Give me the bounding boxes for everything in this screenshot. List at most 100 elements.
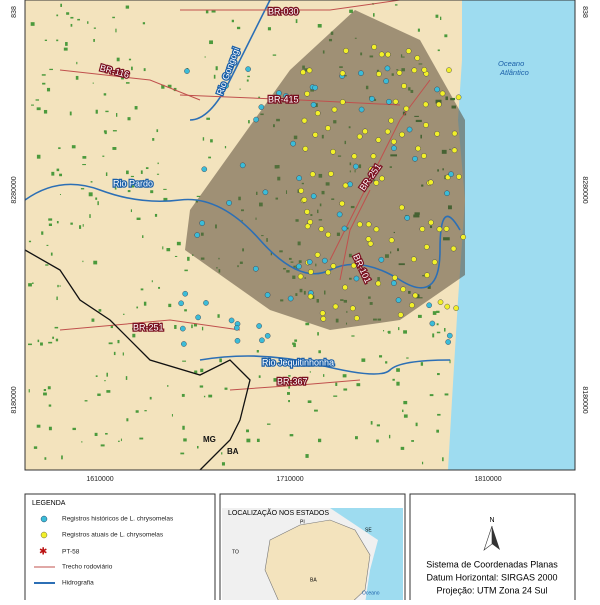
forest-patch <box>116 113 118 117</box>
current-record <box>309 171 316 178</box>
forest-patch <box>435 14 439 18</box>
forest-patch <box>82 156 87 159</box>
forest-patch <box>184 269 188 272</box>
forest-patch <box>420 362 424 366</box>
current-record <box>451 130 458 137</box>
forest-patch <box>105 432 108 435</box>
historic-record <box>264 292 271 298</box>
current-record <box>375 137 382 143</box>
forest-patch <box>30 22 35 26</box>
current-record <box>328 171 334 177</box>
forest-patch <box>110 325 113 329</box>
historic-record <box>226 200 232 206</box>
historic-record <box>234 337 241 344</box>
inset-label: Oceano <box>362 590 380 596</box>
historic-record <box>446 332 453 339</box>
forest-patch <box>48 426 52 431</box>
forest-patch <box>258 375 261 378</box>
forest-patch <box>132 327 134 330</box>
forest-patch <box>162 246 164 250</box>
forest-patch <box>206 117 210 120</box>
forest-patch <box>317 24 322 28</box>
current-record <box>397 312 404 318</box>
forest-patch <box>82 164 86 166</box>
current-record <box>379 175 385 182</box>
forest-patch <box>166 248 171 252</box>
forest-patch <box>49 68 53 71</box>
forest-patch <box>403 414 408 418</box>
forest-patch <box>140 288 144 291</box>
historic-record <box>358 106 365 113</box>
forest-patch <box>379 355 383 358</box>
historic-record <box>448 171 454 177</box>
road-label: BR-251 <box>133 322 164 332</box>
coord-label: 1810000 <box>474 476 501 483</box>
forest-patch <box>142 22 146 25</box>
forest-patch <box>191 324 193 329</box>
forest-patch <box>194 370 198 374</box>
current-record <box>325 269 331 276</box>
forest-patch <box>154 213 158 217</box>
forest-patch <box>309 371 311 373</box>
current-record <box>444 303 451 310</box>
legend-symbol <box>40 531 48 539</box>
forest-patch <box>95 375 98 377</box>
forest-patch <box>176 241 181 246</box>
current-record <box>414 55 421 61</box>
current-record <box>446 67 452 73</box>
current-record <box>300 69 306 76</box>
forest-patch <box>248 120 250 124</box>
current-record <box>373 226 380 233</box>
current-record <box>400 286 406 293</box>
forest-patch <box>196 195 201 197</box>
forest-patch <box>294 339 298 342</box>
forest-patch <box>98 309 102 312</box>
historic-record <box>262 189 269 196</box>
forest-patch <box>125 376 128 380</box>
forest-patch <box>277 362 282 365</box>
historic-record <box>245 66 251 72</box>
forest-patch <box>91 318 95 322</box>
info: N Sistema de Coordenadas Planas Datum Ho… <box>409 493 576 605</box>
current-record <box>434 131 440 137</box>
forest-patch <box>136 217 141 220</box>
current-record <box>302 145 309 152</box>
forest-patch <box>112 147 117 150</box>
current-record <box>409 302 415 309</box>
current-record <box>456 173 462 180</box>
current-record <box>388 117 394 124</box>
forest-patch <box>130 209 132 213</box>
current-record <box>365 236 372 242</box>
forest-patch <box>415 422 418 427</box>
forest-patch <box>307 400 312 403</box>
current-record <box>312 132 319 138</box>
historic-record <box>445 339 451 345</box>
forest-patch <box>117 339 120 344</box>
forest-patch <box>267 27 271 31</box>
forest-patch <box>51 171 55 176</box>
forest-patch <box>174 324 177 329</box>
forest-patch <box>152 138 155 141</box>
current-record <box>339 70 346 77</box>
forest-patch <box>273 378 278 382</box>
historic-record <box>256 323 262 329</box>
north-arrow <box>492 526 500 550</box>
forest-patch <box>132 333 136 338</box>
forest-patch <box>436 310 440 313</box>
forest-patch <box>60 3 63 7</box>
forest-patch <box>43 109 48 114</box>
historic-record <box>312 84 318 91</box>
current-record <box>371 44 377 50</box>
historic-record <box>341 225 348 232</box>
forest-patch <box>121 76 124 80</box>
current-record <box>373 180 380 186</box>
coord-label: 838 <box>11 6 18 18</box>
current-record <box>339 200 345 207</box>
forest-patch <box>406 357 409 359</box>
forest-patch <box>318 350 321 354</box>
current-record <box>320 316 327 322</box>
forest-patch <box>57 284 59 288</box>
current-record <box>307 293 314 300</box>
forest-patch <box>61 455 63 460</box>
current-record <box>297 273 304 280</box>
